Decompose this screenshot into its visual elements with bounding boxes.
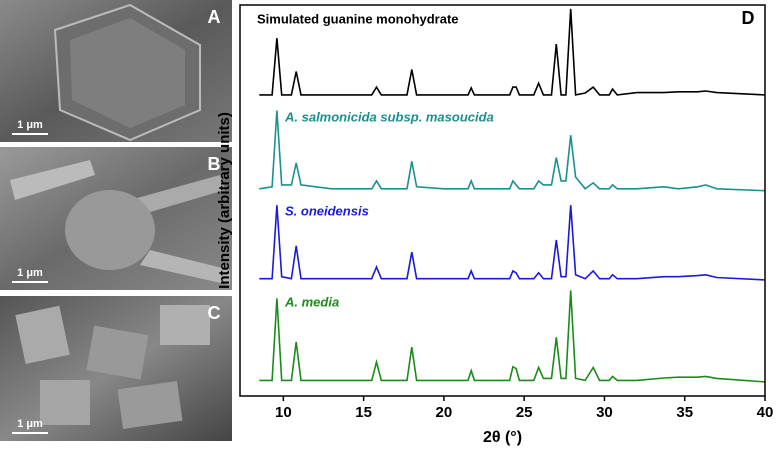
x-tick-label: 30 [596, 404, 613, 421]
xrd-chart: 10 15 20 25 30 35 40 2θ (°) Intensity (arbitrary… [216, 4, 774, 446]
x-tick-label: 20 [436, 404, 453, 421]
panel-label: C [208, 303, 221, 323]
series-label: S. oneidensis [285, 203, 369, 218]
x-tick-label: 35 [676, 404, 693, 421]
series-label: A. salmonicida subsp. masoucida [284, 109, 494, 124]
x-tick-label: 15 [355, 404, 372, 421]
x-axis-label: 2θ (°) [483, 429, 522, 446]
y-axis-label: Intensity (arbitrary units) [216, 112, 233, 289]
series-label: Simulated guanine monohydrate [257, 11, 459, 26]
sem-panel-b [0, 147, 232, 290]
x-tick-label: 10 [275, 404, 292, 421]
scale-bar-label: 1 μm [17, 119, 43, 131]
sem-panel-a [0, 0, 232, 142]
xrd-pattern [259, 110, 766, 192]
sem-panel-c [0, 296, 232, 441]
scale-bar-label: 1 μm [17, 267, 43, 279]
series-label: A. media [284, 294, 339, 309]
panel-label: A [208, 7, 221, 27]
xrd-pattern [259, 290, 766, 383]
xrd-pattern [259, 205, 766, 281]
panel-label: B [208, 154, 221, 174]
panel-labels: A 1 μm B 1 μm C 1 μm [12, 7, 221, 434]
x-tick-label: 40 [757, 404, 774, 421]
xrd-pattern [259, 8, 766, 96]
plot-frame [239, 4, 766, 397]
x-tick-label: 25 [516, 404, 533, 421]
scale-bar-label: 1 μm [17, 418, 43, 430]
panel-label: D [742, 8, 755, 28]
